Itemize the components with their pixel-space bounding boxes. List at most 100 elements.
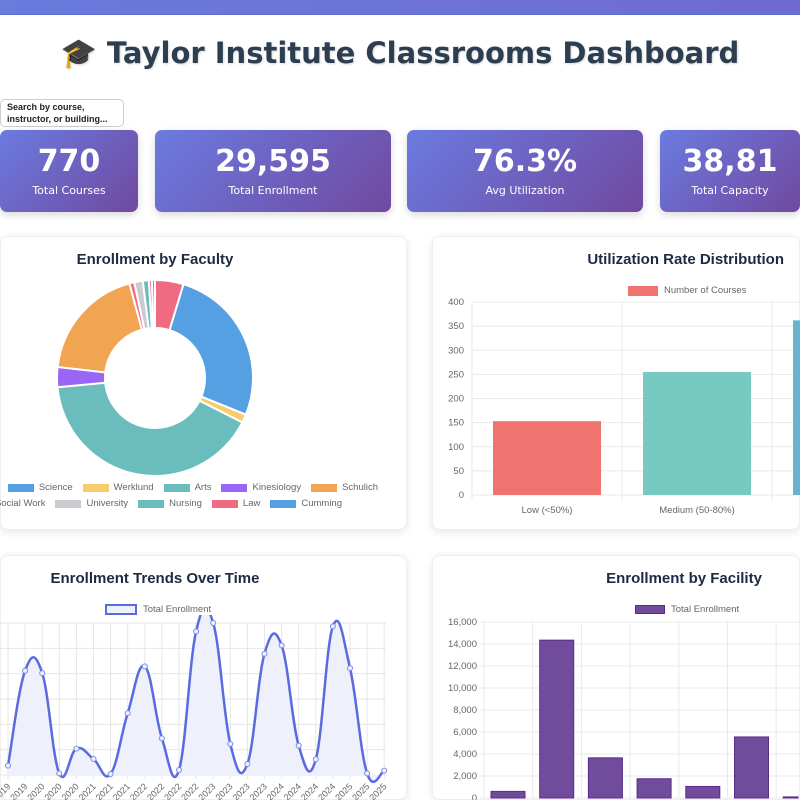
- data-point: [141, 663, 148, 670]
- faculty-chart-title: Enrollment by Faculty: [76, 251, 234, 268]
- y-tick-label: 4,000: [453, 749, 477, 760]
- data-point: [73, 745, 80, 752]
- y-tick-label: 100: [448, 442, 464, 453]
- bar: [636, 778, 672, 799]
- y-tick-label: 0: [472, 793, 477, 800]
- bar: [793, 320, 800, 495]
- utilization-legend: Number of Courses: [628, 285, 746, 296]
- page-title: 🎓 Taylor Institute Classrooms Dashboard: [60, 36, 740, 70]
- y-tick-label: 6,000: [453, 727, 477, 738]
- facility-legend: Total Enrollment: [635, 604, 739, 615]
- data-point: [176, 766, 182, 773]
- donut-slice: [150, 278, 156, 330]
- y-tick-label: 350: [448, 321, 464, 332]
- donut-slice: [56, 282, 144, 374]
- data-point: [295, 742, 302, 749]
- legend-item[interactable]: Social Work: [0, 498, 45, 509]
- legend-item[interactable]: Kinesiology: [221, 482, 301, 493]
- y-tick-label: 250: [448, 369, 464, 380]
- utilization-chart-title: Utilization Rate Distribution: [587, 251, 784, 268]
- legend-swatch: [105, 604, 137, 615]
- line-series: [6, 615, 385, 783]
- trend-legend: Total Enrollment: [105, 604, 211, 615]
- stat-label: Total Capacity: [691, 184, 769, 197]
- faculty-legend-row-2: Social Work University Nursing Law Cumming: [0, 498, 342, 509]
- legend-swatch: [7, 483, 34, 492]
- legend-item[interactable]: Law: [211, 498, 261, 509]
- legend-label: Total Enrollment: [671, 604, 740, 615]
- data-point: [90, 755, 97, 762]
- search-input[interactable]: Search by course, instructor, or buildin…: [0, 99, 124, 127]
- legend-item[interactable]: Arts: [163, 482, 212, 493]
- stat-value: 770: [37, 144, 101, 179]
- data-point: [124, 710, 131, 717]
- x-tick-label: Low (<50%): [522, 505, 573, 516]
- legend-label: University: [86, 498, 129, 509]
- data-point: [5, 762, 11, 769]
- data-point: [381, 767, 388, 774]
- y-tick-label: 2,000: [453, 771, 477, 782]
- legend-item[interactable]: Werklund: [82, 482, 154, 493]
- y-tick-label: 50: [453, 466, 464, 477]
- legend-item[interactable]: University: [55, 498, 128, 509]
- data-point: [261, 650, 268, 657]
- legend-swatch: [82, 483, 109, 492]
- legend-swatch: [270, 499, 297, 508]
- legend-swatch: [628, 285, 658, 296]
- faculty-legend-row-1: eScienceWerklundArtsKinesiologySchulich: [0, 482, 378, 493]
- stat-card-total-enrollment: 29,595 Total Enrollment: [155, 130, 391, 212]
- data-point: [22, 667, 29, 674]
- data-point: [210, 620, 217, 626]
- utilization-bar-chart: 0 50 100 150 200 250 300 350 400 Low (<50%) Medium…: [448, 297, 800, 516]
- data-point: [347, 665, 353, 672]
- stat-card-total-capacity: 38,81 Total Capacity: [660, 130, 800, 212]
- line-area: [8, 615, 385, 782]
- legend-item[interactable]: Nursing: [138, 498, 202, 509]
- y-tick-label: 300: [448, 345, 464, 356]
- data-point: [278, 642, 285, 649]
- data-point: [56, 770, 63, 777]
- stat-value: 29,595: [215, 144, 331, 179]
- legend-item[interactable]: Science: [7, 482, 73, 493]
- y-tick-label: 10,000: [448, 683, 477, 694]
- data-point: [329, 623, 336, 630]
- data-point: [244, 760, 251, 767]
- bar: [782, 796, 799, 799]
- stat-label: Avg Utilization: [485, 184, 565, 197]
- top-banner: [0, 0, 800, 15]
- legend-label: Cumming: [301, 498, 342, 509]
- legend-label: Arts: [194, 482, 212, 493]
- y-tick-label: 150: [448, 418, 464, 429]
- donut-slice: [56, 381, 244, 477]
- stat-value: 38,81: [682, 144, 778, 179]
- legend-item[interactable]: Schulich: [311, 482, 378, 493]
- data-point: [227, 740, 234, 747]
- legend-swatch: [211, 499, 238, 508]
- y-tick-label: 12,000: [448, 661, 477, 672]
- y-tick-label: 16,000: [448, 617, 477, 628]
- legend-label: Werklund: [113, 482, 154, 493]
- legend-label: Schulich: [342, 482, 378, 493]
- legend-label: Law: [242, 498, 261, 509]
- data-point: [107, 770, 114, 777]
- legend-swatch: [221, 483, 248, 492]
- x-tick-label: 2025: [367, 781, 388, 800]
- bar: [685, 785, 721, 799]
- data-point: [158, 735, 165, 742]
- stat-card-total-courses: 770 Total Courses: [0, 130, 138, 212]
- bar: [643, 371, 751, 495]
- facility-chart-title: Enrollment by Facility: [606, 570, 762, 587]
- stat-card-avg-utilization: 76.3% Avg Utilization: [407, 130, 643, 212]
- legend-item[interactable]: Cumming: [270, 498, 342, 509]
- data-point: [193, 628, 200, 635]
- data-point: [39, 670, 46, 677]
- stat-value: 76.3%: [472, 144, 578, 179]
- stat-label: Total Enrollment: [228, 184, 318, 197]
- legend-label: Kinesiology: [252, 482, 302, 493]
- trend-chart-title: Enrollment Trends Over Time: [50, 570, 260, 587]
- bar: [493, 421, 601, 495]
- bar: [734, 736, 769, 799]
- legend-swatch: [138, 499, 165, 508]
- bar: [490, 790, 526, 799]
- legend-label: Number of Courses: [664, 285, 747, 296]
